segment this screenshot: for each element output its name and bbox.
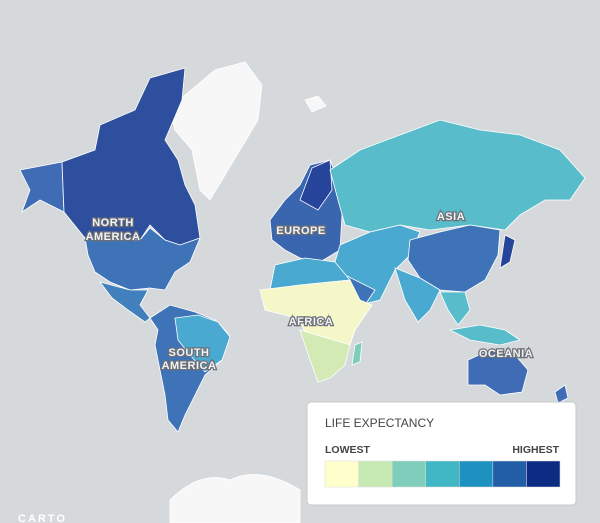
legend-swatch (391, 460, 426, 488)
legend-swatch (425, 460, 460, 488)
label: NORTH (92, 217, 134, 229)
legend-swatch (358, 460, 393, 488)
legend-title: LIFE EXPECTANCY (325, 416, 434, 430)
southern-africa (299, 329, 351, 383)
label: AMERICA (86, 231, 141, 243)
antarctica (169, 474, 301, 523)
brazil (174, 314, 231, 373)
greenland (169, 61, 263, 201)
new-zealand (554, 384, 569, 404)
label: EUROPE (276, 225, 325, 237)
japan (499, 234, 516, 269)
label: ASIA (437, 211, 465, 223)
madagascar (351, 341, 363, 366)
label: OCEANIA (479, 348, 533, 360)
india (394, 267, 441, 323)
china (407, 224, 501, 293)
legend-swatch (526, 460, 561, 488)
australia (467, 349, 529, 396)
legend-high: HIGHEST (512, 444, 559, 456)
se-asia (439, 291, 471, 326)
legend: LIFE EXPECTANCY LOWEST HIGHEST (306, 401, 577, 506)
label: AMERICA (162, 360, 217, 372)
indonesia (448, 324, 521, 346)
iceland (304, 95, 327, 113)
label: SOUTH (169, 347, 210, 359)
usa (84, 227, 201, 291)
land (19, 61, 586, 523)
continent-labels: NORTH AMERICA EUROPE ASIA AFRICA SOUTH A… (84, 210, 534, 374)
legend-swatch (459, 460, 494, 488)
legend-swatch (492, 460, 527, 488)
legend-low: LOWEST (325, 444, 370, 456)
attribution: CARTO (18, 513, 67, 523)
label: AFRICA (289, 316, 334, 328)
legend-swatch (324, 460, 359, 488)
